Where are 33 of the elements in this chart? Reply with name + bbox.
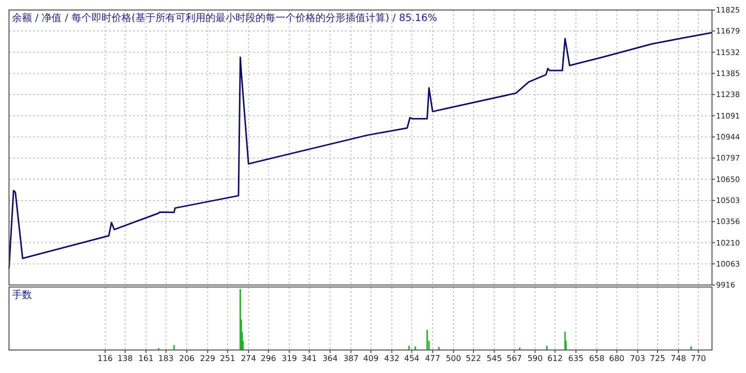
x-tick-label: 590 [527,354,543,363]
line-series [8,32,713,270]
x-tick-label: 251 [220,354,236,363]
x-tick-label: 545 [486,354,502,363]
x-tick-label: 567 [506,354,522,363]
x-tick-label: 635 [568,354,584,363]
x-tick-label: 703 [630,354,646,363]
x-tick-label: 500 [446,354,462,363]
x-tick-label: 319 [282,354,297,363]
x-tick-label: 725 [650,354,666,363]
x-tick-label: 454 [404,354,420,363]
x-tick-label: 183 [158,354,174,363]
x-tick-label: 138 [117,354,133,363]
x-tick-label: 612 [547,354,563,363]
x-tick-label: 364 [322,354,338,363]
x-tick-label: 432 [384,354,400,363]
x-tick-label: 409 [363,354,379,363]
x-tick-label: 161 [138,354,154,363]
x-tick-label: 477 [424,354,440,363]
x-tick-label: 387 [343,354,359,363]
x-tick-label: 116 [98,354,113,363]
x-tick-label: 770 [690,354,706,363]
x-tick-label: 229 [200,354,216,363]
chart-title: 手数 [12,289,32,301]
x-tick-label: 274 [240,354,256,363]
x-tick-label: 206 [179,354,194,363]
x-tick-label: 748 [670,354,686,363]
chart-title: 余额 / 净值 / 每个即时价格(基于所有可利用的最小时段的每一个价格的分形插值计算) / 85.16% [12,12,438,24]
x-tick-label: 658 [589,354,604,363]
x-tick-label: 680 [609,354,624,363]
x-tick-label: 341 [302,354,317,363]
x-tick-label: 296 [260,354,276,363]
x-tick-label: 522 [466,354,482,363]
